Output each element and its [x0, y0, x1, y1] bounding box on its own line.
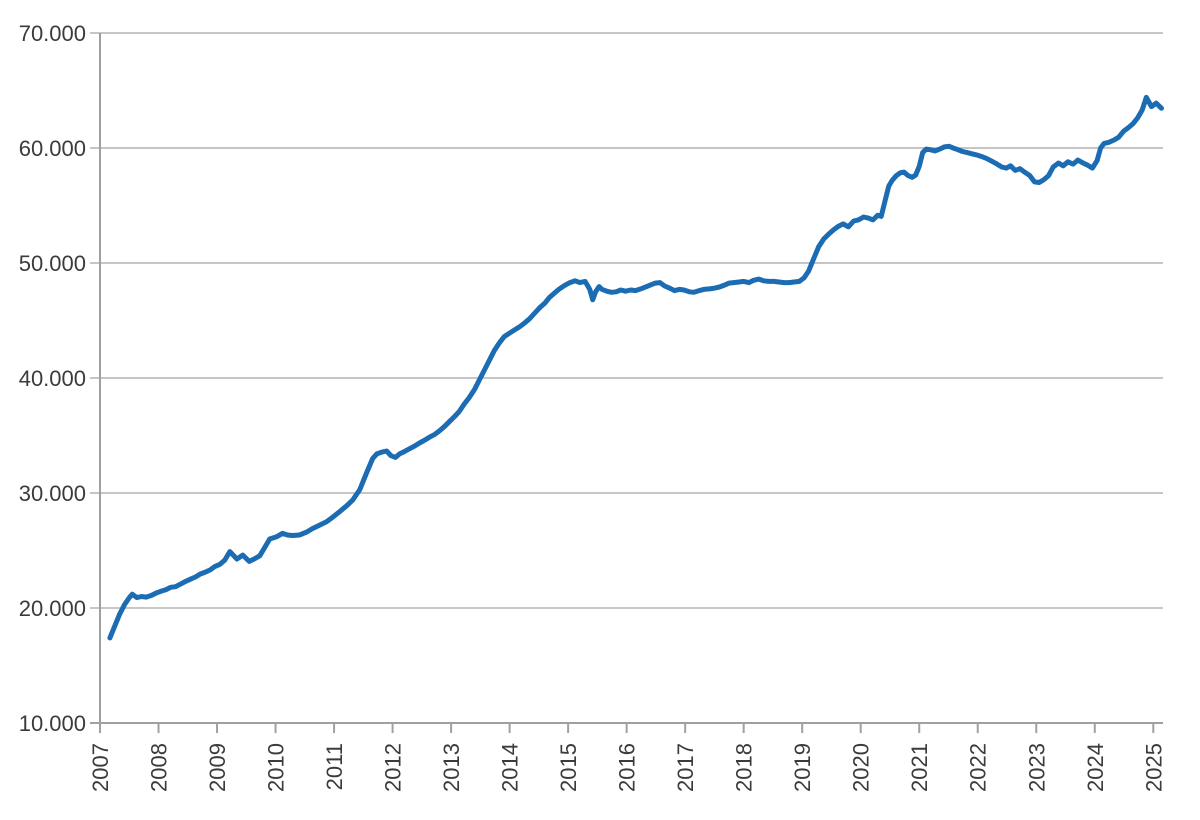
x-axis-tick-label: 2018	[732, 743, 757, 792]
x-axis-tick-label: 2008	[147, 743, 172, 792]
x-axis-tick-label: 2019	[790, 743, 815, 792]
y-axis-tick-label: 50.000	[19, 251, 86, 276]
x-axis-tick-label: 2012	[381, 743, 406, 792]
x-axis-tick-label: 2009	[205, 743, 230, 792]
x-axis-tick-label: 2020	[849, 743, 874, 792]
x-axis-tick-label: 2013	[439, 743, 464, 792]
x-axis-tick-label: 2015	[556, 743, 581, 792]
y-axis-tick-label: 20.000	[19, 596, 86, 621]
y-axis-tick-label: 10.000	[19, 711, 86, 736]
x-axis-tick-label: 2010	[264, 743, 289, 792]
y-axis-tick-label: 60.000	[19, 136, 86, 161]
x-axis-tick-label: 2017	[673, 743, 698, 792]
y-axis-tick-label: 30.000	[19, 481, 86, 506]
y-axis-tick-label: 70.000	[19, 21, 86, 46]
x-axis-tick-label: 2007	[88, 743, 113, 792]
x-axis-tick-label: 2024	[1083, 743, 1108, 792]
data-line-monthly-value	[107, 94, 1164, 641]
y-axis-tick-label: 40.000	[19, 366, 86, 391]
x-axis-tick-label: 2025	[1141, 743, 1166, 792]
x-axis-tick-label: 2021	[907, 743, 932, 792]
x-axis-tick-label: 2022	[966, 743, 991, 792]
x-axis-tick-label: 2014	[498, 743, 523, 792]
x-axis-tick-label: 2016	[615, 743, 640, 792]
x-axis-tick-label: 2011	[322, 743, 347, 790]
x-axis-tick-label: 2023	[1024, 743, 1049, 792]
